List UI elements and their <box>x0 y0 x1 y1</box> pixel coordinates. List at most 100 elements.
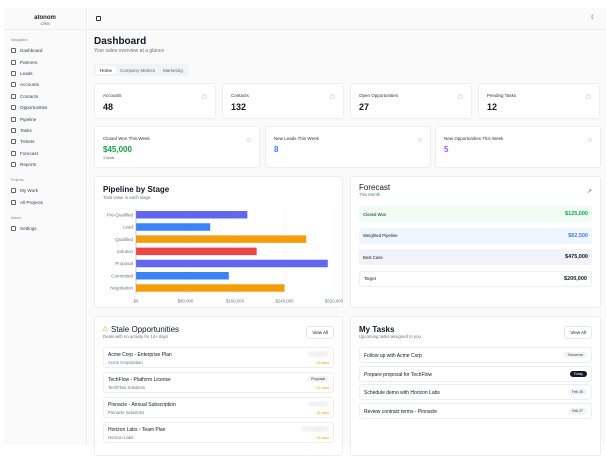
x-tick-label: $160,000 <box>226 298 245 303</box>
stat-value: 27 <box>359 102 370 112</box>
stale-opportunity-item[interactable]: Pinnacle - Annual Subscription Pinnacle … <box>103 397 334 418</box>
logo[interactable]: atonom CRM <box>4 8 86 30</box>
sidebar-toggle-icon[interactable] <box>96 16 101 21</box>
sidebar-section-title: Admin <box>11 216 21 221</box>
my-work-icon <box>11 188 16 194</box>
task-title: Schedule demo with Horizon Labs <box>364 390 440 396</box>
sidebar-item-label: Tasks <box>20 127 32 133</box>
trophy-icon: ◇ <box>247 137 251 143</box>
forecast-row-target: Target $200,000 <box>359 270 592 287</box>
stale-view-all-button[interactable]: View All <box>306 326 334 339</box>
tasks-icon <box>11 127 16 133</box>
tickets-icon <box>11 139 16 145</box>
sidebar-item-my-work[interactable]: My Work <box>4 185 86 196</box>
sidebar-item-leads[interactable]: Leads <box>4 68 86 79</box>
tasks-view-all-button[interactable]: View All <box>564 326 592 339</box>
opportunity-title: Horizon Labs - Team Plan <box>108 427 166 433</box>
days-stale: 18 days <box>316 411 329 415</box>
sidebar-item-label: Leads <box>20 70 33 76</box>
task-item[interactable]: Follow up with Acme Corp Tomorrow <box>359 347 592 363</box>
my-tasks-card: My Tasks Upcoming tasks assigned to you … <box>350 316 601 456</box>
x-tick-label: $80,000 <box>178 298 194 303</box>
sidebar-item-label: Dashboard <box>20 48 43 54</box>
opportunity-company: Acme Corporation <box>108 360 143 365</box>
stale-opportunity-item[interactable]: Acme Corp - Enterprise Plan Acme Corpora… <box>103 347 334 368</box>
moon-icon[interactable]: ☾ <box>590 15 596 21</box>
page-title: Dashboard <box>94 36 147 47</box>
sidebar-item-label: All Projects <box>20 199 43 205</box>
forecast-row-weighted-pipeline: Weighted Pipeline $82,500 <box>359 227 592 244</box>
y-tick-label: Solution <box>117 249 134 254</box>
stale-opportunity-item[interactable]: TechFlow - Platform License TechFlow Sol… <box>103 372 334 393</box>
task-item[interactable]: Schedule demo with Horizon Labs Feb 25 <box>359 384 592 400</box>
sidebar-item-settings[interactable]: Settings <box>4 223 86 234</box>
accounts-icon <box>11 82 16 88</box>
forecast-row-closed-won: Closed Won $125,000 <box>359 206 592 222</box>
clipboard-icon: ▢ <box>586 94 591 100</box>
warning-icon: ⚠ <box>102 326 109 333</box>
due-badge: Feb 27 <box>568 407 587 414</box>
sidebar-item-label: Pipeline <box>20 116 37 122</box>
sidebar-item-opportunities[interactable]: Opportunities <box>4 102 86 113</box>
y-tick-label: Committed <box>111 273 133 278</box>
pipeline-icon <box>11 116 16 122</box>
bar-committed <box>136 272 229 280</box>
forecast-label: Weighted Pipeline <box>363 233 398 238</box>
tab-marketing[interactable]: Marketing <box>163 68 183 73</box>
forecast-value: $125,000 <box>565 211 588 217</box>
sidebar-item-pipeline[interactable]: Pipeline <box>4 113 86 124</box>
sidebar-item-contacts[interactable]: Contacts <box>4 91 86 102</box>
sidebar-item-label: Settings <box>20 226 37 232</box>
x-tick-label: $0 <box>134 298 139 303</box>
forecast-row-best-case: Best Case $475,000 <box>359 249 592 265</box>
sidebar-item-tasks[interactable]: Tasks <box>4 125 86 136</box>
stale-subtitle: Deals with no activity for 14+ days <box>103 334 169 339</box>
stat-label: Contacts <box>231 93 249 98</box>
bar-qualified <box>136 235 307 243</box>
opportunity-company: Pinnacle Industries <box>108 410 145 415</box>
sidebar-item-partners[interactable]: Partners <box>4 56 86 67</box>
sidebar-item-tickets[interactable]: Tickets <box>4 136 86 147</box>
stage-badge: Solution <box>308 401 329 407</box>
sidebar-item-label: Reports <box>20 162 37 168</box>
forecast-title: Forecast <box>359 183 391 192</box>
bar-pre-qualified <box>136 211 248 219</box>
task-item[interactable]: Review contract terms - Pinnacle Feb 27 <box>359 402 592 419</box>
forecast-label: Target <box>364 276 376 281</box>
bar-solution <box>136 247 257 256</box>
y-tick-label: Lead <box>123 225 134 230</box>
sidebar-item-all-projects[interactable]: All Projects <box>4 197 86 208</box>
building-icon: ▢ <box>202 94 207 100</box>
contacts-icon <box>11 93 16 99</box>
due-badge: Tomorrow <box>563 352 587 358</box>
sidebar-item-dashboard[interactable]: Dashboard <box>4 45 86 56</box>
pipeline-chart-card: Pipeline by Stage Total value in each st… <box>94 176 344 308</box>
y-tick-label: Qualified <box>115 237 133 242</box>
sidebar-item-forecast[interactable]: Forecast <box>4 148 86 159</box>
brand-sub: CRM <box>40 21 50 26</box>
sidebar-item-reports[interactable]: Reports <box>4 159 86 170</box>
tasks-title: My Tasks <box>359 325 395 334</box>
tab-company-metrics[interactable]: Company Metrics <box>120 68 156 73</box>
settings-icon <box>11 226 16 232</box>
x-tick-label: $240,000 <box>276 298 295 303</box>
opportunity-company: Horizon Labs <box>108 435 134 440</box>
weekly-card: New Leads This Week 8 ◇ <box>265 126 431 168</box>
sidebar-item-accounts[interactable]: Accounts <box>4 79 86 90</box>
stat-card-pending-tasks: Pending Tasks 12 ▢ <box>478 83 600 119</box>
weekly-value: 8 <box>274 145 279 154</box>
opportunity-company: TechFlow Solutions <box>108 385 146 390</box>
y-tick-label: Negotiation <box>110 286 133 291</box>
weekly-note: 3 deals <box>103 156 115 160</box>
stat-card-contacts: Contacts 132 ▢ <box>222 83 344 119</box>
sidebar-section-title: Navigation <box>11 38 28 42</box>
sidebar-item-label: Partners <box>20 59 38 65</box>
main: ☾ Dashboard Your sales overview at a gla… <box>88 8 606 456</box>
task-item[interactable]: Prepare proposal for TechFlow Today <box>359 365 592 382</box>
sidebar-item-label: My Work <box>20 188 39 194</box>
sidebar-item-label: Tickets <box>20 139 35 145</box>
weekly-card: New Opportunities This Week 5 ◇ <box>435 126 601 168</box>
stale-opportunity-item[interactable]: Horizon Labs - Team Plan Horizon Labs Pr… <box>103 422 334 443</box>
tab-home[interactable]: Home <box>96 66 117 74</box>
task-title: Prepare proposal for TechFlow <box>364 371 432 378</box>
